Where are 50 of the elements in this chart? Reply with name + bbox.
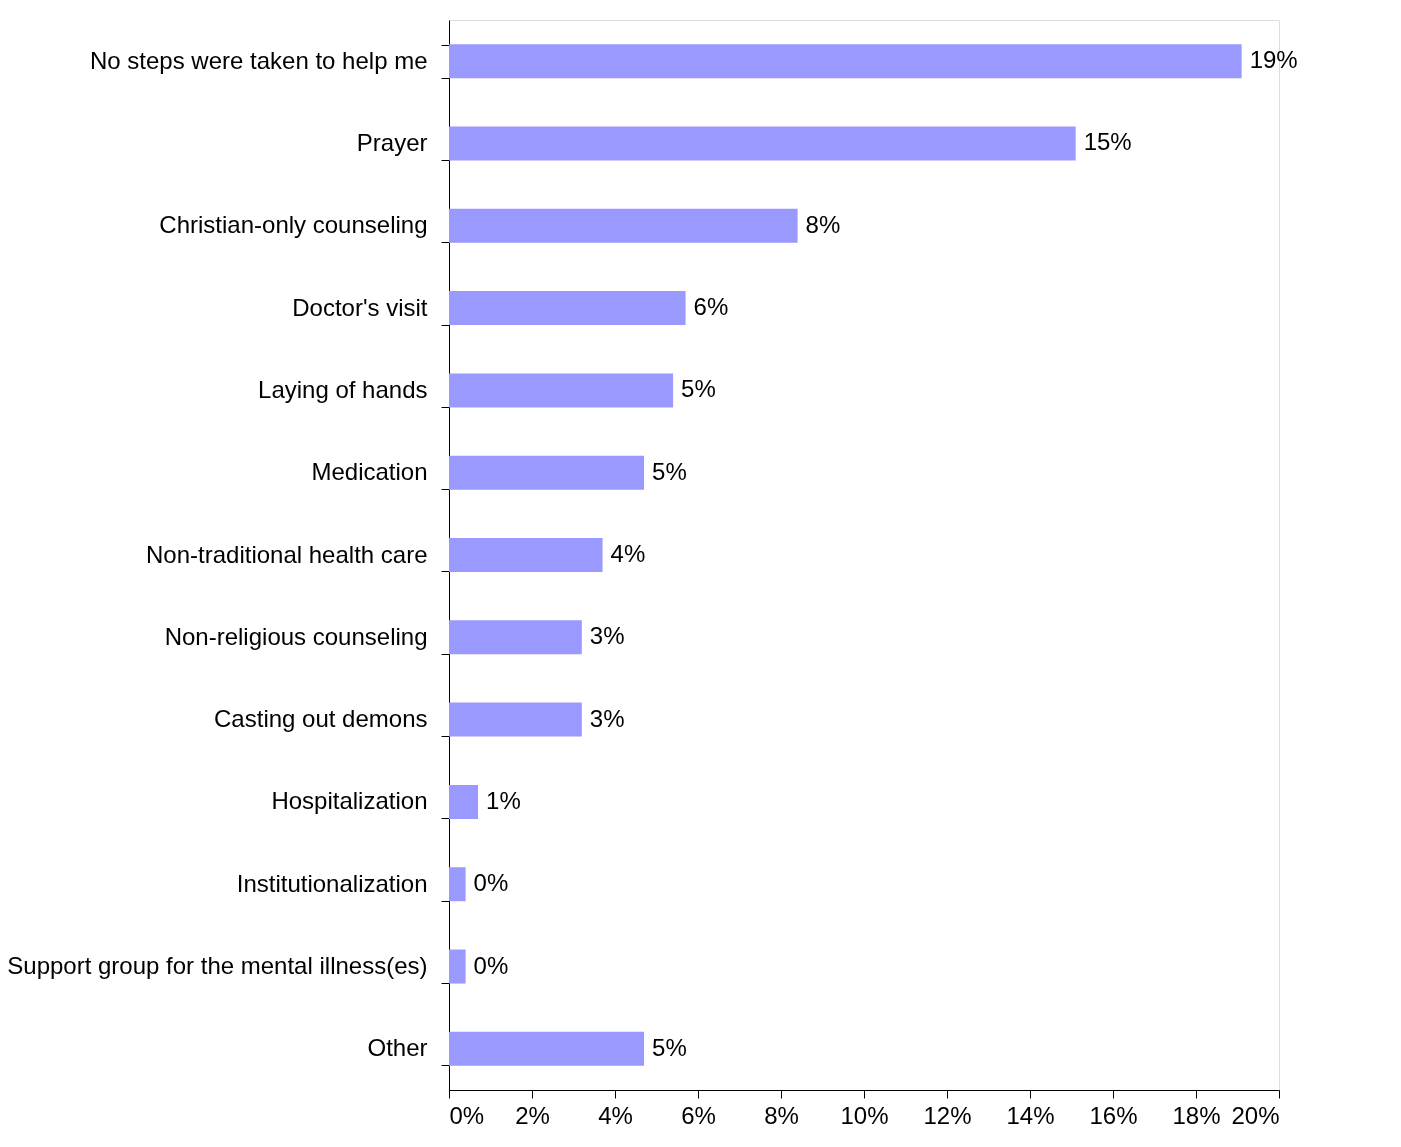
x-tick-label: 20% <box>1231 1101 1280 1129</box>
x-tick-label: 4% <box>598 1101 633 1129</box>
bar <box>449 784 479 819</box>
bar <box>449 208 798 243</box>
bar <box>449 620 582 655</box>
bar <box>449 1031 645 1066</box>
bar <box>449 291 686 326</box>
y-tick-label: Doctor's visit <box>292 293 428 321</box>
bar <box>449 44 1242 79</box>
y-tick-label: Other <box>367 1034 428 1062</box>
y-tick-label: Laying of hands <box>258 375 428 403</box>
y-tick-label: Non-traditional health care <box>146 540 428 568</box>
bar <box>449 702 582 737</box>
x-tick-label: 18% <box>1172 1101 1221 1129</box>
data-label: 19% <box>1249 46 1298 74</box>
data-label: 8% <box>805 210 841 238</box>
y-tick-label: Institutionalization <box>236 869 428 897</box>
y-tick-label: Christian-only counseling <box>159 211 428 239</box>
bar <box>449 538 603 572</box>
y-tick-label: Support group for the mental illness(es) <box>7 952 428 980</box>
data-label: 0% <box>473 951 509 979</box>
data-label: 5% <box>652 1033 687 1061</box>
data-label: 3% <box>589 622 625 650</box>
bar <box>449 126 1076 161</box>
bar <box>449 373 674 408</box>
data-label: 1% <box>486 786 521 814</box>
x-tick-label: 16% <box>1089 1101 1138 1129</box>
data-label: 5% <box>652 457 687 485</box>
data-label: 0% <box>473 869 509 897</box>
data-label: 15% <box>1083 128 1132 156</box>
y-tick-label: Hospitalization <box>271 787 428 815</box>
x-tick-label: 14% <box>1006 1101 1055 1129</box>
y-tick-label: Casting out demons <box>214 705 428 733</box>
y-tick-label: Non-religious counseling <box>164 622 428 650</box>
x-tick-label: 0% <box>449 1101 485 1129</box>
y-tick-label: Prayer <box>356 128 428 156</box>
data-label: 6% <box>693 293 729 321</box>
bar <box>449 867 466 902</box>
x-tick-label: 10% <box>840 1101 889 1129</box>
data-label: 5% <box>681 375 716 403</box>
x-tick-label: 8% <box>764 1101 799 1129</box>
data-label: 3% <box>589 704 625 732</box>
y-tick-label: Medication <box>311 458 428 486</box>
bar <box>449 949 466 984</box>
x-tick-label: 6% <box>681 1101 716 1129</box>
y-tick-label: No steps were taken to help me <box>89 46 428 74</box>
x-tick-label: 2% <box>515 1101 550 1129</box>
bar <box>449 455 645 490</box>
data-label: 4% <box>610 540 646 567</box>
x-tick-label: 12% <box>923 1101 972 1129</box>
